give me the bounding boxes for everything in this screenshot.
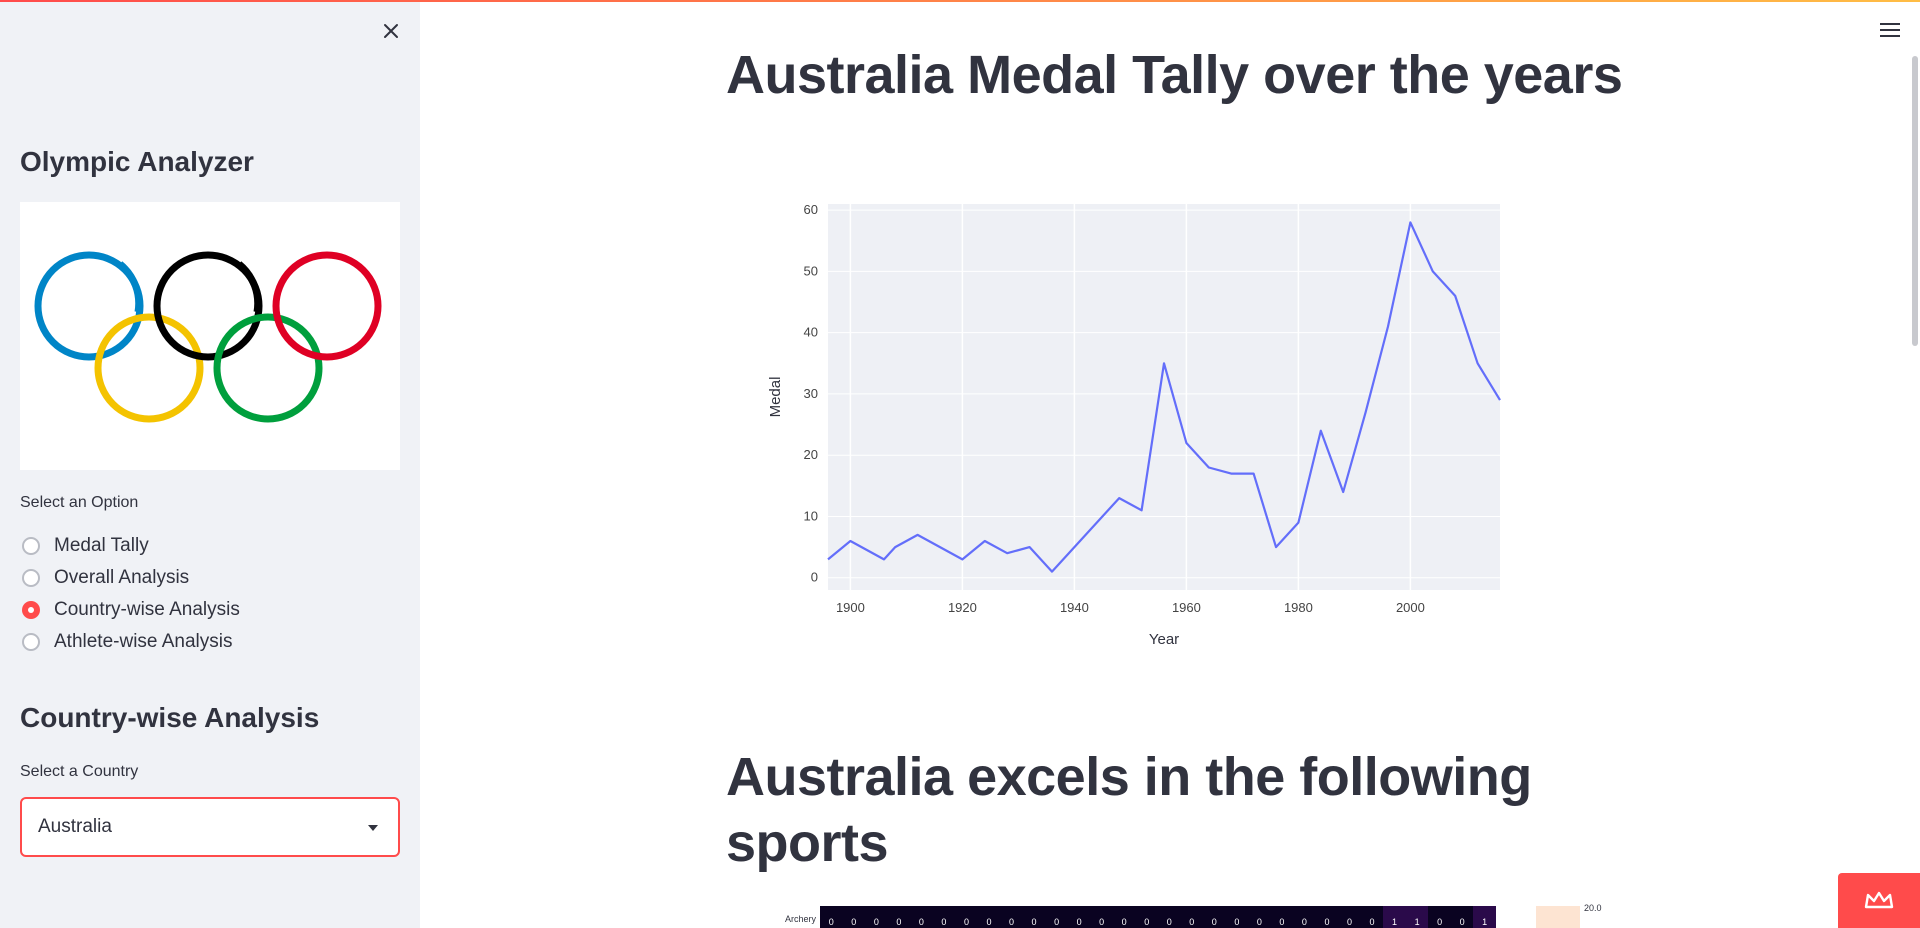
country-select-label: Select a Country bbox=[20, 763, 139, 780]
x-tick-label: 1980 bbox=[1284, 600, 1313, 615]
heatmap-cell: 0 bbox=[1437, 917, 1443, 927]
y-tick-label: 50 bbox=[804, 263, 818, 278]
sidebar: Olympic Analyzer Select an Option Medal … bbox=[0, 0, 420, 928]
medal-line-chart[interactable]: 0 10 20 30 40 50 60 1900 1920 1940 1960 1980 2000 Yea… bbox=[740, 190, 1520, 660]
option-radio-label: Select an Option bbox=[20, 494, 139, 511]
radio-circle-icon bbox=[22, 633, 40, 651]
heatmap-cell: 0 bbox=[986, 917, 992, 927]
radio-selected-icon bbox=[22, 601, 40, 619]
close-icon bbox=[384, 24, 398, 38]
olympic-rings-logo bbox=[20, 202, 400, 470]
radio-label: Country-wise Analysis bbox=[54, 599, 240, 620]
heatmap-cell: 0 bbox=[1144, 917, 1150, 927]
chevron-down-icon bbox=[368, 825, 378, 831]
x-tick-label: 2000 bbox=[1396, 600, 1425, 615]
radio-label: Overall Analysis bbox=[54, 567, 190, 588]
heatmap-cell: 0 bbox=[1031, 917, 1037, 927]
ring-red bbox=[272, 251, 382, 361]
top-progress-bar bbox=[0, 0, 1920, 2]
page-title: Australia Medal Tally over the years bbox=[726, 45, 1623, 105]
heatmap-cell: 0 bbox=[1166, 917, 1172, 927]
y-tick-label: 20 bbox=[804, 447, 818, 462]
heatmap-cell: 0 bbox=[1301, 917, 1307, 927]
heatmap-cell: 0 bbox=[1459, 917, 1465, 927]
heatmap-cell: 0 bbox=[896, 917, 902, 927]
plot-area bbox=[828, 204, 1500, 590]
heatmap-cell: 0 bbox=[1009, 917, 1015, 927]
heatmap-cell: 0 bbox=[1054, 917, 1060, 927]
page-scrollbar[interactable] bbox=[1912, 56, 1918, 346]
ring-green bbox=[213, 313, 323, 423]
sports-section-title: Australia excels in the following sports bbox=[726, 747, 1532, 873]
y-tick-label: 30 bbox=[804, 386, 818, 401]
radio-overall-analysis[interactable]: Overall Analysis bbox=[20, 562, 240, 594]
heatmap-cell: 0 bbox=[918, 917, 924, 927]
heatmap-cell: 0 bbox=[851, 917, 857, 927]
heatmap-cell: 0 bbox=[941, 917, 947, 927]
heatmap-cell: 0 bbox=[1121, 917, 1127, 927]
heatmap-cell: 0 bbox=[873, 917, 879, 927]
heatmap-cell: 0 bbox=[1256, 917, 1262, 927]
colorbar-tick-label: 20.0 bbox=[1584, 903, 1602, 913]
radio-circle-icon bbox=[22, 569, 40, 587]
section-heading: Country-wise Analysis bbox=[20, 702, 320, 733]
heatmap-cell: 0 bbox=[1076, 917, 1082, 927]
y-tick-label: 10 bbox=[804, 508, 818, 523]
heatmap-cell: 0 bbox=[1099, 917, 1105, 927]
country-select[interactable]: Australia bbox=[20, 797, 400, 857]
country-select-value: Australia bbox=[38, 816, 112, 837]
x-tick-label: 1940 bbox=[1060, 600, 1089, 615]
option-radio-group: Medal Tally Overall Analysis Country-wis… bbox=[20, 530, 240, 658]
x-tick-label: 1920 bbox=[948, 600, 977, 615]
heatmap-cell: 0 bbox=[963, 917, 969, 927]
radio-label: Athlete-wise Analysis bbox=[54, 631, 233, 652]
heatmap-cell: 0 bbox=[828, 917, 834, 927]
heatmap-cell: 0 bbox=[1211, 917, 1217, 927]
heatmap-cell: 0 bbox=[1324, 917, 1330, 927]
streamlit-deploy-button[interactable] bbox=[1838, 873, 1920, 928]
hamburger-menu-icon bbox=[1880, 23, 1900, 25]
radio-label: Medal Tally bbox=[54, 535, 149, 556]
y-tick-label: 40 bbox=[804, 325, 818, 340]
heatmap-cell: 0 bbox=[1279, 917, 1285, 927]
heatmap-colorbar bbox=[1536, 906, 1580, 928]
heatmap-row-label: Archery bbox=[784, 914, 816, 924]
medal-series-line bbox=[827, 221, 1501, 573]
heatmap-cell: 0 bbox=[1234, 917, 1240, 927]
streamlit-crown-icon bbox=[1864, 891, 1894, 908]
heatmap-cell: 0 bbox=[1369, 917, 1375, 927]
radio-country-wise-analysis[interactable]: Country-wise Analysis bbox=[20, 594, 240, 626]
y-tick-label: 0 bbox=[811, 570, 818, 585]
close-sidebar-button[interactable] bbox=[378, 18, 404, 44]
radio-athlete-wise-analysis[interactable]: Athlete-wise Analysis bbox=[20, 626, 240, 658]
ring-yellow bbox=[94, 313, 204, 423]
app-title: Olympic Analyzer bbox=[20, 146, 254, 177]
heatmap-cell: 0 bbox=[1346, 917, 1352, 927]
heatmap-cell: 1 bbox=[1473, 906, 1496, 928]
x-tick-label: 1960 bbox=[1172, 600, 1201, 615]
radio-medal-tally[interactable]: Medal Tally bbox=[20, 530, 240, 562]
y-tick-label: 60 bbox=[804, 202, 818, 217]
heatmap-cell: 1 bbox=[1383, 906, 1406, 928]
x-tick-label: 1900 bbox=[836, 600, 865, 615]
x-axis-title: Year bbox=[1149, 631, 1179, 648]
heatmap-cell: 1 bbox=[1405, 906, 1429, 928]
heatmap-cell: 0 bbox=[1189, 917, 1195, 927]
main-menu-button[interactable] bbox=[1878, 18, 1902, 42]
y-axis-title: Medal bbox=[767, 377, 784, 418]
radio-circle-icon bbox=[22, 537, 40, 555]
